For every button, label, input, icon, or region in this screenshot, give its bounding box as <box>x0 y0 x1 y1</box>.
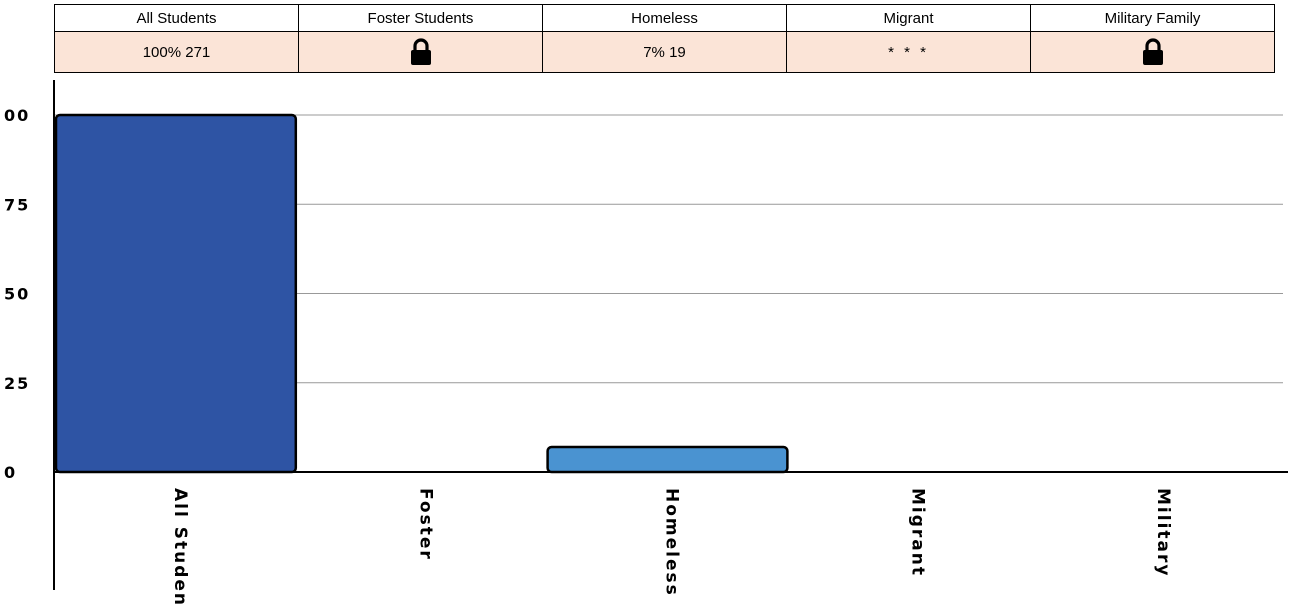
summary-header-all-students: All Students <box>54 4 299 32</box>
summary-header-row: All Students Foster Students Homeless Mi… <box>54 4 1275 32</box>
summary-header-military-family: Military Family <box>1030 4 1275 32</box>
x-tick-label: Homeless <box>662 488 682 597</box>
x-tick-label: Migrant <box>907 488 927 577</box>
y-tick-label: 00 <box>4 106 30 125</box>
summary-header-migrant: Migrant <box>786 4 1031 32</box>
x-tick-label: All Studen <box>170 488 190 607</box>
summary-cell-foster-students <box>298 31 543 73</box>
lock-icon <box>1142 38 1163 65</box>
y-tick-label: 0 <box>4 463 17 482</box>
bar <box>54 113 298 474</box>
y-tick-label: 75 <box>4 195 30 214</box>
summary-value-row: 100% 271 7% 19 * * * <box>54 31 1275 73</box>
bar <box>546 445 789 474</box>
x-tick-label: Military <box>1153 488 1173 577</box>
x-tick-label: Foster <box>416 488 436 561</box>
summary-cell-migrant: * * * <box>786 31 1031 73</box>
summary-cell-military-family <box>1030 31 1275 73</box>
y-tick-label: 25 <box>4 374 30 393</box>
lock-icon <box>410 38 431 65</box>
summary-cell-homeless: 7% 19 <box>542 31 787 73</box>
summary-table: All Students Foster Students Homeless Mi… <box>54 4 1275 73</box>
summary-cell-all-students: 100% 271 <box>54 31 299 73</box>
y-tick-label: 50 <box>4 285 30 304</box>
